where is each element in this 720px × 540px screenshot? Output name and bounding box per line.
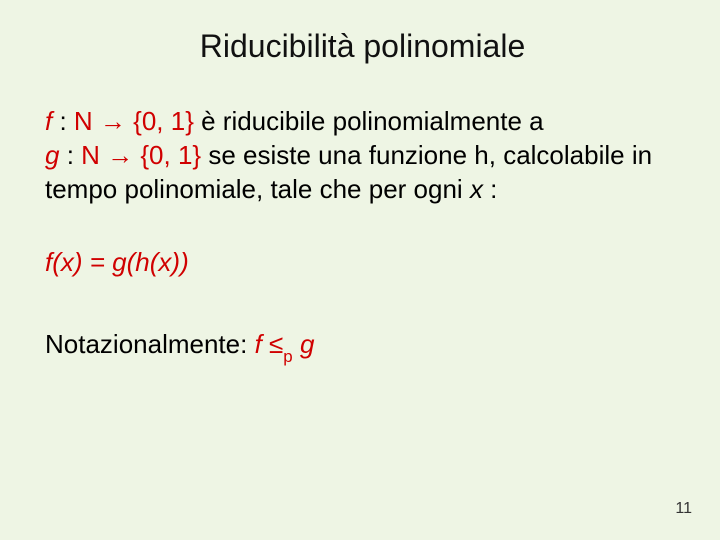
slide-title: Riducibilità polinomiale	[45, 28, 680, 65]
equation-text: f(x) = g(h(x))	[45, 247, 189, 277]
page-number: 11	[675, 500, 692, 518]
symbol-set-2: {0, 1}	[140, 140, 201, 170]
symbol-arrow-1: →	[93, 106, 133, 136]
notation-prefix: Notazionalmente:	[45, 329, 255, 359]
notation-line: Notazionalmente: f ≤p g	[45, 328, 680, 365]
text-segment-3: :	[483, 174, 497, 204]
symbol-x: x	[470, 174, 483, 204]
symbol-f-2: f	[255, 329, 262, 359]
slide: Riducibilità polinomiale f : N → {0, 1} …	[0, 0, 720, 540]
text-segment-1: è riducibile polinomialmente a	[194, 106, 544, 136]
definition-paragraph: f : N → {0, 1} è riducibile polinomialme…	[45, 105, 680, 206]
text-colon-1: :	[52, 106, 74, 136]
symbol-leq: ≤	[262, 329, 284, 359]
symbol-N-2: N	[81, 140, 100, 170]
symbol-arrow-2: →	[100, 140, 140, 170]
space	[293, 329, 300, 359]
symbol-g-2: g	[300, 329, 314, 359]
symbol-g: g	[45, 140, 59, 170]
equation-line: f(x) = g(h(x))	[45, 246, 680, 280]
symbol-sub-p: p	[283, 347, 292, 366]
text-colon-2: :	[59, 140, 81, 170]
symbol-N-1: N	[74, 106, 93, 136]
symbol-set-1: {0, 1}	[133, 106, 194, 136]
